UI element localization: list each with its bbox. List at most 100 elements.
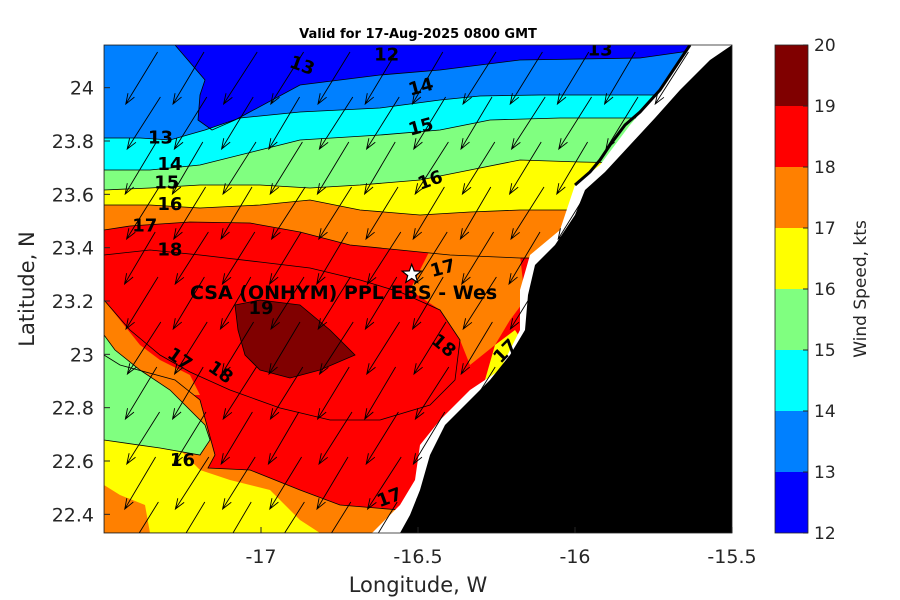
wind-vector bbox=[606, 366, 642, 421]
wind-vector bbox=[413, 96, 446, 151]
wind-vector bbox=[652, 411, 684, 466]
contour-line bbox=[234, 299, 356, 379]
colorbar-segment bbox=[775, 167, 808, 228]
wind-vector bbox=[654, 51, 689, 106]
wind-vector bbox=[412, 411, 446, 466]
wind-vector bbox=[604, 186, 638, 241]
y-axis-ticks: 22.4 22.6 22.8 23 23.2 23.4 23.6 23.8 24 bbox=[52, 78, 110, 526]
wind-vector bbox=[606, 141, 642, 196]
wind-vector bbox=[174, 456, 210, 511]
y-tick-label: 23.6 bbox=[52, 184, 94, 206]
wind-vector bbox=[604, 411, 638, 466]
wind-vector bbox=[702, 193, 732, 241]
wind-vector bbox=[557, 411, 592, 466]
contour-label: 16 bbox=[170, 450, 195, 471]
contour-band-17-south bbox=[104, 485, 150, 533]
wind-vector bbox=[699, 96, 732, 151]
x-axis-ticks: -17 -16.5 -16 -15.5 bbox=[245, 527, 757, 568]
wind-vector bbox=[459, 186, 492, 241]
wind-vector bbox=[173, 321, 208, 376]
chart-title: Valid for 17-Aug-2025 0800 GMT bbox=[299, 27, 537, 42]
wind-vector bbox=[424, 501, 444, 533]
contour-line bbox=[104, 45, 732, 533]
wind-vector bbox=[412, 186, 445, 241]
y-axis-label: Latitude, N bbox=[15, 231, 39, 347]
wind-vector bbox=[507, 321, 540, 376]
contour-band-19 bbox=[235, 300, 355, 378]
colorbar-segment bbox=[775, 45, 808, 106]
wind-vector bbox=[508, 456, 541, 511]
wind-vector bbox=[220, 96, 254, 151]
wind-vector bbox=[364, 276, 398, 331]
wind-vector bbox=[316, 231, 348, 286]
wind-vector bbox=[269, 141, 303, 196]
wind-vector bbox=[126, 321, 162, 376]
wind-vector bbox=[558, 96, 592, 151]
wind-vector bbox=[377, 501, 398, 533]
wind-vector bbox=[173, 411, 207, 466]
wind-vector bbox=[126, 411, 160, 466]
wind-vector bbox=[654, 276, 690, 331]
wind-vector bbox=[668, 501, 690, 533]
wind-vector bbox=[269, 456, 302, 511]
wind-vector bbox=[459, 411, 492, 466]
wind-vector bbox=[316, 366, 350, 421]
wind-vector bbox=[363, 141, 396, 196]
wind-vector bbox=[652, 321, 686, 376]
wind-vector bbox=[124, 456, 156, 511]
contour-line bbox=[104, 221, 732, 533]
wind-vector bbox=[270, 51, 304, 106]
wind-vector bbox=[318, 321, 354, 376]
wind-vector bbox=[222, 141, 257, 196]
wind-vector bbox=[317, 276, 351, 331]
wind-vector bbox=[222, 51, 258, 106]
wind-vector bbox=[270, 186, 306, 241]
wind-vector bbox=[411, 276, 444, 331]
wind-vector bbox=[316, 456, 349, 511]
wind-vector bbox=[365, 186, 399, 241]
colorbar-segment bbox=[775, 350, 808, 411]
colorbar-tick-label: 20 bbox=[814, 36, 836, 56]
contour-label: 16 bbox=[157, 194, 182, 215]
wind-vector bbox=[221, 231, 256, 286]
wind-vector bbox=[365, 96, 400, 151]
wind-vector bbox=[558, 231, 594, 286]
site-marker bbox=[400, 262, 423, 284]
colorbar-tick-label: 17 bbox=[814, 219, 836, 239]
wind-vector bbox=[509, 366, 542, 421]
wind-vector bbox=[221, 321, 254, 376]
wind-vector bbox=[653, 231, 687, 286]
wind-vector bbox=[414, 141, 449, 196]
land-mass bbox=[400, 45, 732, 533]
wind-vector bbox=[268, 321, 301, 376]
wind-vector bbox=[220, 411, 253, 466]
wind-vector bbox=[700, 231, 732, 286]
colorbar-segment bbox=[775, 411, 808, 472]
y-tick-label: 22.8 bbox=[52, 398, 94, 420]
wind-vector bbox=[269, 366, 304, 421]
wind-vectors bbox=[123, 51, 732, 533]
wind-vector bbox=[171, 141, 204, 196]
site-label: CSA (ONHYM) PPL EBS - Wes bbox=[190, 282, 497, 304]
y-tick-label: 23 bbox=[70, 344, 94, 366]
contour-label: 19 bbox=[248, 298, 273, 319]
wind-vector bbox=[510, 411, 545, 466]
wind-vector bbox=[570, 501, 590, 533]
wind-vector bbox=[318, 96, 354, 151]
wind-vector bbox=[364, 366, 396, 421]
wind-vector bbox=[125, 276, 159, 331]
wind-vector bbox=[185, 501, 206, 533]
wind-vector bbox=[318, 411, 353, 466]
y-tick-label: 22.4 bbox=[52, 504, 94, 526]
wind-vector bbox=[222, 366, 257, 421]
wind-vector bbox=[555, 456, 588, 511]
wind-vector bbox=[509, 51, 543, 106]
colorbar-tick-label: 14 bbox=[814, 402, 836, 422]
wind-vector bbox=[701, 55, 732, 106]
wind-vector bbox=[651, 186, 684, 241]
x-axis-label: Longitude, W bbox=[349, 573, 488, 597]
wind-vector bbox=[508, 231, 541, 286]
wind-vector bbox=[701, 281, 732, 331]
wind-vector bbox=[220, 186, 253, 241]
